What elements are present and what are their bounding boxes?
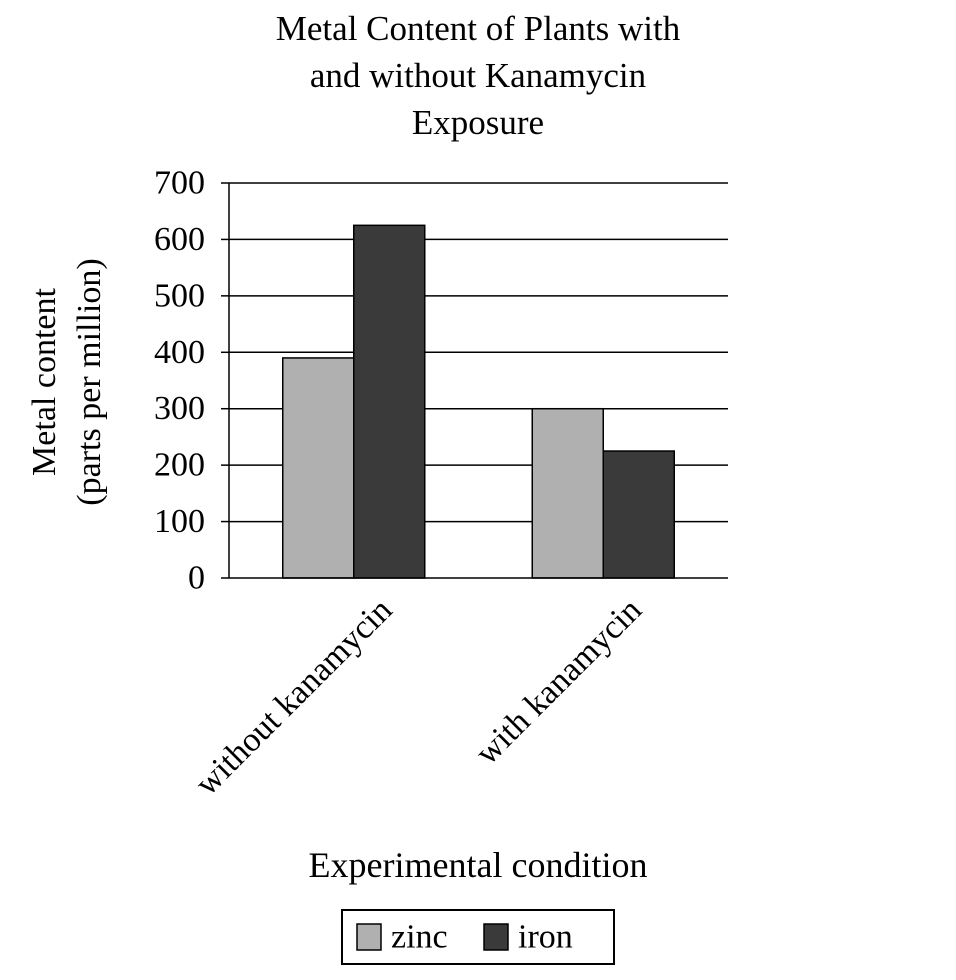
bar-zinc-1 <box>531 407 604 579</box>
y-axis-label-line-1: Metal content <box>26 288 63 476</box>
legend-swatch-zinc <box>356 923 382 951</box>
y-axis-label-line-2: (parts per million) <box>71 258 108 505</box>
legend-box <box>341 909 615 965</box>
chart-title-line-3: Exposure <box>412 103 544 142</box>
y-tick-label-0: 0 <box>188 560 205 597</box>
axes <box>228 183 728 579</box>
y-tick-label-400: 400 <box>154 334 205 371</box>
chart-title-line-1: Metal Content of Plants with <box>276 9 681 48</box>
y-tick-label-600: 600 <box>154 221 205 258</box>
bar-iron-1 <box>602 450 675 579</box>
bar-zinc-0 <box>282 357 355 579</box>
bars <box>282 224 675 579</box>
bar-iron-0 <box>353 224 426 579</box>
y-tick-label-700: 700 <box>154 165 205 202</box>
x-axis-label: Experimental condition <box>309 845 648 885</box>
y-axis-ticks: 0 100 200 300 400 500 600 700 <box>154 165 229 597</box>
y-tick-label-200: 200 <box>154 447 205 484</box>
legend-label-iron: iron <box>518 919 573 956</box>
legend-label-zinc: zinc <box>391 919 448 956</box>
category-labels: without kanamycin with kanamycin <box>188 591 649 802</box>
chart-title-line-2: and without Kanamycin <box>310 56 646 95</box>
y-axis-label: Metal content (parts per million) <box>26 258 108 505</box>
legend: zinc iron <box>341 909 615 965</box>
y-tick-label-300: 300 <box>154 390 205 427</box>
y-tick-label-500: 500 <box>154 277 205 314</box>
y-tick-label-100: 100 <box>154 503 205 540</box>
category-label-1: with kanamycin <box>469 591 649 771</box>
chart-title: Metal Content of Plants with and without… <box>276 9 681 142</box>
legend-swatch-iron <box>483 923 509 951</box>
category-label-0: without kanamycin <box>188 591 399 802</box>
